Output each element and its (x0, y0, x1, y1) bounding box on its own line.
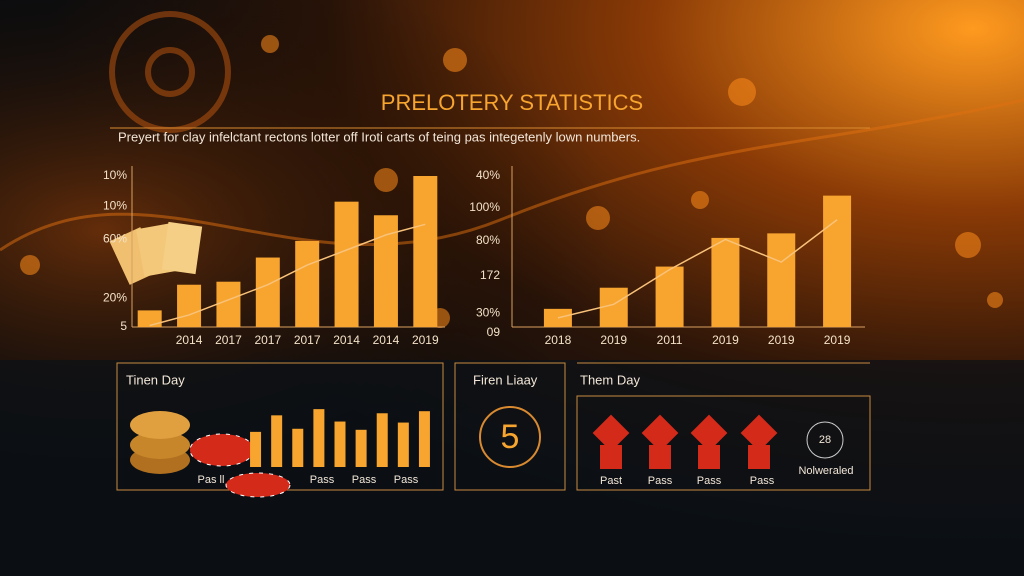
bar (413, 176, 438, 327)
y-tick-label: 20% (103, 290, 127, 304)
panel-label: Pass (648, 475, 673, 487)
panel-label: Pass (697, 475, 722, 487)
y-tick-label: 5 (120, 319, 127, 333)
bar (177, 284, 202, 327)
panel-title: Tinen Day (126, 372, 185, 387)
bar (397, 422, 409, 467)
trend-line (149, 223, 426, 327)
bar (711, 237, 740, 327)
panel-label: Pass (394, 474, 419, 486)
y-tick-label: 30% (476, 306, 500, 320)
panel-number: 5 (501, 418, 520, 456)
badge-icon (806, 421, 844, 459)
title: PRELOTERY STATISTICS (381, 90, 643, 115)
x-tick-label: 2019 (600, 333, 627, 347)
bar (292, 428, 304, 467)
bar (655, 266, 684, 327)
panel-label: Past (600, 475, 622, 487)
y-tick-label: 10% (103, 168, 127, 182)
x-tick-label: 2018 (545, 333, 572, 347)
bar (376, 413, 388, 467)
bar (295, 240, 320, 327)
trend-line (557, 219, 838, 319)
bar (271, 415, 283, 467)
bar (418, 411, 430, 467)
x-tick-label: 2011 (657, 333, 683, 347)
y-tick-label: 40% (476, 168, 500, 182)
y-tick-label: 10% (103, 198, 127, 212)
bar (313, 409, 325, 467)
panel-label: Pass (310, 474, 335, 486)
y-tick-label: 80% (476, 233, 500, 247)
y-tick-label: 09 (487, 325, 501, 339)
x-tick-label: 2014 (333, 333, 360, 347)
bar (767, 233, 796, 327)
bar (543, 308, 572, 327)
bar (823, 195, 852, 327)
x-tick-label: 2017 (254, 333, 281, 347)
y-tick-label: 60% (103, 232, 127, 246)
bar (373, 215, 398, 327)
badge-label: Nolweraled (798, 465, 853, 477)
bar (355, 429, 367, 467)
panel-title: Firen Liaay (473, 372, 538, 387)
bar (255, 257, 280, 327)
y-tick-label: 100% (469, 200, 500, 214)
panel-label: Pass (750, 475, 775, 487)
subtitle: Preyert for clay infelctant rectons lott… (118, 129, 640, 144)
x-tick-label: 2019 (412, 333, 439, 347)
bar (334, 421, 346, 467)
x-tick-label: 2017 (215, 333, 242, 347)
x-tick-label: 2017 (294, 333, 321, 347)
x-tick-label: 2014 (176, 333, 203, 347)
x-tick-label: 2019 (768, 333, 795, 347)
chips (130, 411, 291, 498)
panel-label: Pass (352, 474, 377, 486)
bar (216, 281, 241, 327)
wheel (109, 11, 231, 133)
cards (109, 221, 203, 285)
chip-icons (592, 414, 778, 469)
panel-title: Them Day (580, 372, 640, 387)
number-ring (479, 406, 541, 468)
bar (137, 310, 162, 327)
bar (334, 201, 359, 327)
x-tick-label: 2019 (712, 333, 739, 347)
panel-label: Pas ll (198, 474, 225, 486)
x-tick-label: 2014 (373, 333, 400, 347)
badge: 28 (819, 434, 831, 446)
x-tick-label: 2019 (824, 333, 851, 347)
bar (250, 431, 262, 467)
swirl (0, 98, 1024, 252)
y-tick-label: 172 (480, 268, 500, 282)
